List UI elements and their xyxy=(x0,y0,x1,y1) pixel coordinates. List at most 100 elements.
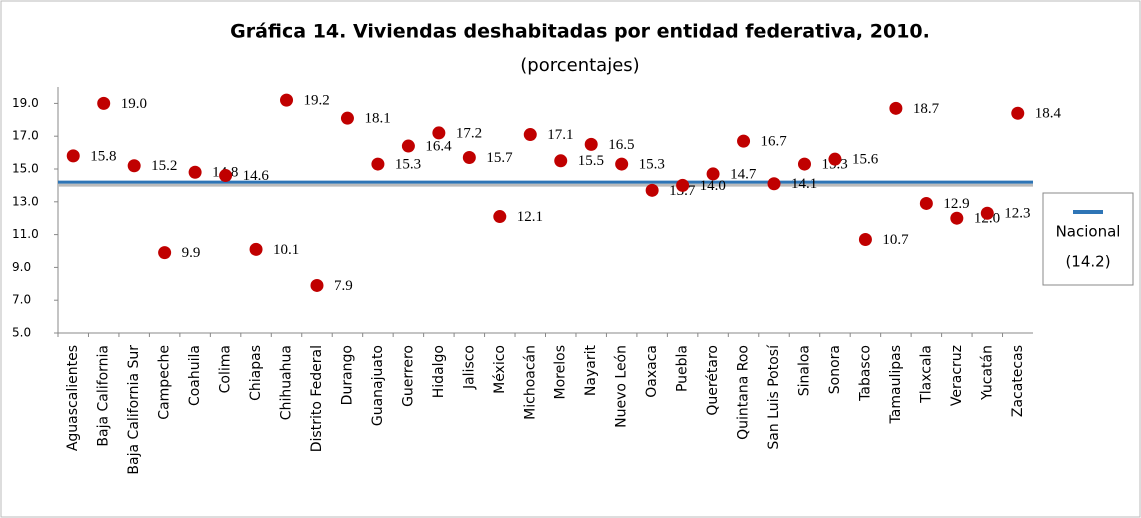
y-tick-label: 5.0 xyxy=(12,326,31,340)
x-tick-label: Sonora xyxy=(827,345,843,394)
x-tick-label: Sinaloa xyxy=(796,345,812,396)
data-label: 18.4 xyxy=(1035,106,1062,122)
data-label: 19.0 xyxy=(121,96,147,112)
x-tick-label: Tlaxcala xyxy=(918,345,934,404)
x-tick-label: Tabasco xyxy=(857,345,873,402)
dot xyxy=(280,93,294,107)
dot xyxy=(1011,106,1025,120)
chart-subtitle: (porcentajes) xyxy=(520,55,639,76)
y-tick-label: 9.0 xyxy=(12,260,31,274)
dot xyxy=(432,126,446,140)
data-label: 14.6 xyxy=(243,168,270,184)
x-tick-label: Querétaro xyxy=(705,345,721,416)
y-tick-label: 19.0 xyxy=(12,96,39,110)
x-tick-label: Colima xyxy=(218,345,234,393)
x-tick-label: Quintana Roo xyxy=(736,345,752,440)
dot xyxy=(219,169,233,183)
x-tick-label: Guerrero xyxy=(400,345,416,407)
dot xyxy=(919,196,933,210)
x-tick-label: Jalisco xyxy=(461,345,477,390)
dot xyxy=(980,206,994,220)
data-label: 9.9 xyxy=(182,245,201,261)
dot xyxy=(523,128,537,142)
y-tick-label: 13.0 xyxy=(12,194,39,208)
legend-box xyxy=(1042,192,1134,286)
x-tick-label: Yucatán xyxy=(979,345,995,401)
data-label: 15.2 xyxy=(151,158,177,174)
x-tick-label: México xyxy=(492,345,508,394)
x-tick-label: Nayarit xyxy=(583,345,599,397)
dot xyxy=(737,134,751,148)
dot xyxy=(97,96,111,110)
data-label: 14.7 xyxy=(730,166,757,182)
data-label: 19.2 xyxy=(304,93,330,109)
y-tick-label: 15.0 xyxy=(12,162,39,176)
dot xyxy=(615,157,629,171)
data-label: 14.1 xyxy=(791,176,817,192)
dot xyxy=(676,178,690,192)
data-label: 17.2 xyxy=(456,125,482,141)
dot xyxy=(645,183,659,197)
data-label: 18.1 xyxy=(364,111,390,127)
x-tick-label: San Luis Potosí xyxy=(766,344,782,450)
data-label: 17.1 xyxy=(547,127,573,143)
y-tick-label: 17.0 xyxy=(12,129,39,143)
data-label: 15.3 xyxy=(395,157,421,173)
x-tick-label: Baja California xyxy=(96,345,112,447)
data-label: 16.7 xyxy=(761,134,788,150)
dot xyxy=(158,246,172,260)
dot xyxy=(797,157,811,171)
data-label: 16.5 xyxy=(608,137,634,153)
x-tick-label: Oaxaca xyxy=(644,345,660,398)
x-tick-label: Michoacán xyxy=(522,345,538,420)
dot xyxy=(858,233,872,247)
x-tick-label: Chiapas xyxy=(248,345,264,401)
x-tick-label: Hidalgo xyxy=(431,345,447,398)
x-tick-label: Distrito Federal xyxy=(309,345,325,452)
y-tick-label: 11.0 xyxy=(12,227,39,241)
y-tick-label: 7.0 xyxy=(12,293,31,307)
dot xyxy=(401,139,415,153)
data-label: 10.7 xyxy=(882,232,909,248)
data-label: 15.8 xyxy=(90,148,116,164)
x-tick-label: Aguascalientes xyxy=(65,345,81,451)
dot xyxy=(127,159,141,173)
dot xyxy=(493,210,507,224)
chart-title: Gráfica 14. Viviendas deshabitadas por e… xyxy=(230,21,930,43)
data-label: 12.1 xyxy=(517,209,543,225)
dot xyxy=(310,278,324,292)
dot xyxy=(371,157,385,171)
dot xyxy=(554,154,568,168)
dot xyxy=(249,242,263,256)
x-tick-label: Veracruz xyxy=(949,345,965,406)
dot xyxy=(188,165,202,179)
data-label: 15.6 xyxy=(852,152,879,168)
data-label: 18.7 xyxy=(913,101,940,117)
dot xyxy=(340,111,354,125)
data-label: 12.9 xyxy=(943,196,969,212)
data-label: 7.9 xyxy=(334,278,353,294)
x-tick-label: Tamaulipas xyxy=(888,345,904,424)
x-tick-label: Baja California Sur xyxy=(126,345,142,475)
data-label: 12.3 xyxy=(1004,206,1030,222)
x-tick-label: Zacatecas xyxy=(1010,345,1026,417)
x-tick-label: Puebla xyxy=(675,345,691,392)
dot xyxy=(950,211,964,225)
dot xyxy=(66,149,80,163)
data-label: 10.1 xyxy=(273,242,299,258)
x-tick-label: Morelos xyxy=(553,345,569,399)
data-label: 14.0 xyxy=(700,178,726,194)
legend-label: Nacional xyxy=(1056,223,1121,241)
dot xyxy=(462,151,476,165)
dot xyxy=(584,137,598,151)
data-label: 15.7 xyxy=(486,150,513,166)
x-tick-label: Chihuahua xyxy=(279,345,295,420)
legend-value: (14.2) xyxy=(1065,253,1110,271)
dot xyxy=(889,101,903,115)
dot xyxy=(767,177,781,191)
data-label: 15.5 xyxy=(578,153,604,169)
data-label: 16.4 xyxy=(425,138,452,154)
x-tick-label: Guanajuato xyxy=(370,345,386,426)
